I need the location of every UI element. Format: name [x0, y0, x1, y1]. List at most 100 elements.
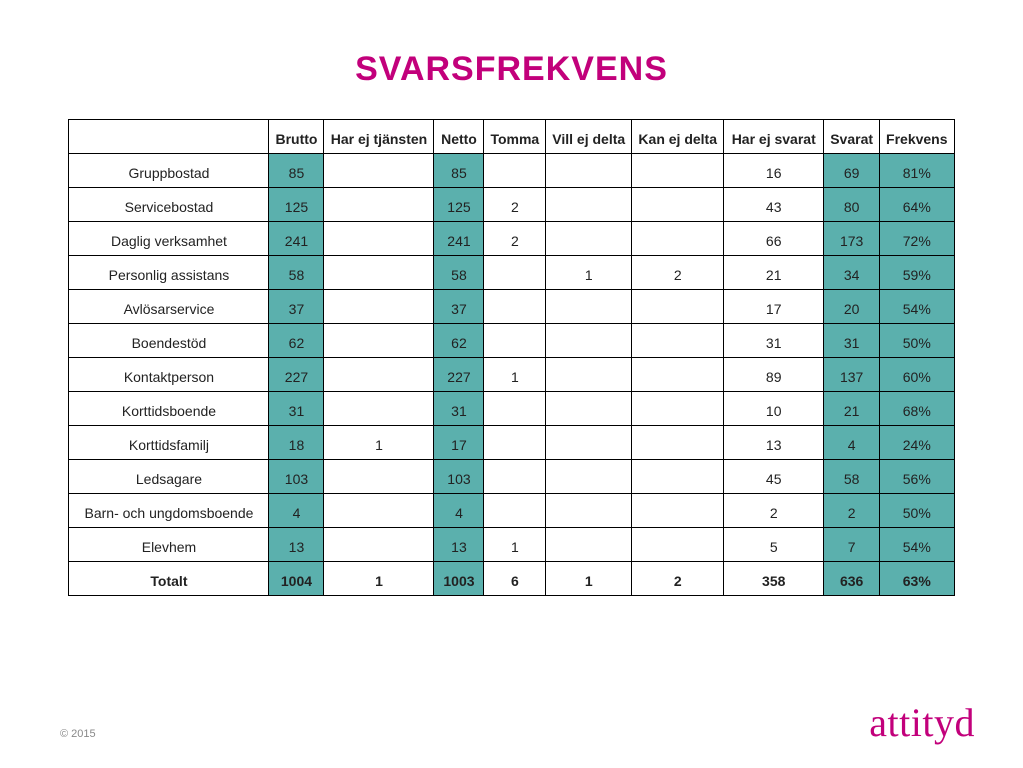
cell	[632, 222, 724, 256]
cell	[324, 188, 434, 222]
cell	[324, 154, 434, 188]
cell	[546, 222, 632, 256]
col-header: Har ej tjänsten	[324, 120, 434, 154]
cell: 227	[269, 358, 324, 392]
cell: 13	[724, 426, 824, 460]
cell: 37	[434, 290, 484, 324]
row-label: Avlösarservice	[69, 290, 269, 324]
cell: 16	[724, 154, 824, 188]
cell	[546, 528, 632, 562]
cell: 6	[484, 562, 546, 596]
cell: 85	[434, 154, 484, 188]
table-header-row: BruttoHar ej tjänstenNettoTommaVill ej d…	[69, 120, 954, 154]
cell: 5	[724, 528, 824, 562]
cell: 1003	[434, 562, 484, 596]
cell: 2	[484, 188, 546, 222]
table-row: Servicebostad1251252438064%	[69, 188, 954, 222]
cell: 1	[324, 562, 434, 596]
cell: 103	[269, 460, 324, 494]
cell	[632, 154, 724, 188]
attityd-logo: attityd	[869, 699, 975, 746]
cell: 37	[269, 290, 324, 324]
cell	[632, 290, 724, 324]
cell: 1	[324, 426, 434, 460]
cell	[324, 358, 434, 392]
cell: 2	[632, 256, 724, 290]
cell: 2	[484, 222, 546, 256]
table-total-row: Totalt10041100361235863663%	[69, 562, 954, 596]
cell	[546, 494, 632, 528]
col-header: Vill ej delta	[546, 120, 632, 154]
table-row: Elevhem131315754%	[69, 528, 954, 562]
cell: 24%	[880, 426, 954, 460]
table-row: Kontaktperson22722718913760%	[69, 358, 954, 392]
cell	[324, 256, 434, 290]
cell: 31	[434, 392, 484, 426]
row-label: Gruppbostad	[69, 154, 269, 188]
row-label: Elevhem	[69, 528, 269, 562]
cell: 20	[824, 290, 880, 324]
cell: 137	[824, 358, 880, 392]
col-header: Har ej svarat	[724, 120, 824, 154]
cell: 1	[546, 256, 632, 290]
response-frequency-table: BruttoHar ej tjänstenNettoTommaVill ej d…	[68, 119, 954, 596]
cell: 17	[724, 290, 824, 324]
cell: 60%	[880, 358, 954, 392]
cell: 2	[632, 562, 724, 596]
cell: 2	[824, 494, 880, 528]
cell	[632, 426, 724, 460]
cell	[632, 392, 724, 426]
cell	[632, 324, 724, 358]
cell: 125	[434, 188, 484, 222]
cell	[546, 392, 632, 426]
cell: 241	[269, 222, 324, 256]
cell	[484, 426, 546, 460]
cell	[546, 154, 632, 188]
col-header: Brutto	[269, 120, 324, 154]
table-row: Boendestöd6262313150%	[69, 324, 954, 358]
cell	[546, 290, 632, 324]
cell: 72%	[880, 222, 954, 256]
cell: 54%	[880, 528, 954, 562]
row-label: Ledsagare	[69, 460, 269, 494]
cell: 56%	[880, 460, 954, 494]
cell	[632, 188, 724, 222]
table-row: Ledsagare103103455856%	[69, 460, 954, 494]
cell: 13	[434, 528, 484, 562]
table-row: Korttidsfamilj1811713424%	[69, 426, 954, 460]
col-header: Kan ej delta	[632, 120, 724, 154]
cell	[484, 290, 546, 324]
table-row: Korttidsboende3131102168%	[69, 392, 954, 426]
table-row: Personlig assistans585812213459%	[69, 256, 954, 290]
cell	[546, 426, 632, 460]
cell	[546, 188, 632, 222]
table-row: Avlösarservice3737172054%	[69, 290, 954, 324]
row-label: Boendestöd	[69, 324, 269, 358]
cell	[484, 494, 546, 528]
col-header: Tomma	[484, 120, 546, 154]
cell: 173	[824, 222, 880, 256]
cell: 18	[269, 426, 324, 460]
cell: 17	[434, 426, 484, 460]
table-row: Barn- och ungdomsboende442250%	[69, 494, 954, 528]
cell	[484, 324, 546, 358]
cell: 66	[724, 222, 824, 256]
cell: 1	[546, 562, 632, 596]
slide-title: SVARSFREKVENS	[60, 50, 963, 89]
cell: 81%	[880, 154, 954, 188]
row-label: Daglig verksamhet	[69, 222, 269, 256]
col-header-rowlabel	[69, 120, 269, 154]
cell: 50%	[880, 324, 954, 358]
cell: 58	[269, 256, 324, 290]
cell	[632, 460, 724, 494]
cell: 31	[724, 324, 824, 358]
table-body: Gruppbostad8585166981%Servicebostad12512…	[69, 154, 954, 596]
cell: 227	[434, 358, 484, 392]
cell	[632, 494, 724, 528]
cell: 2	[724, 494, 824, 528]
cell: 103	[434, 460, 484, 494]
cell: 241	[434, 222, 484, 256]
cell: 69	[824, 154, 880, 188]
cell: 62	[434, 324, 484, 358]
row-label: Servicebostad	[69, 188, 269, 222]
